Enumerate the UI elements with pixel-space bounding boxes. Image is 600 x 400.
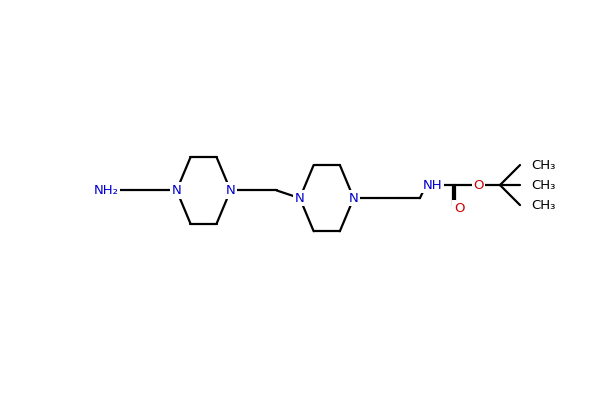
Text: N: N: [295, 192, 305, 205]
Text: N: N: [226, 184, 235, 197]
Text: N: N: [349, 192, 359, 205]
Text: CH₃: CH₃: [531, 178, 555, 192]
Text: CH₃: CH₃: [531, 158, 555, 172]
Text: NH: NH: [422, 178, 442, 192]
Text: O: O: [454, 202, 464, 215]
Text: CH₃: CH₃: [531, 198, 555, 212]
Text: O: O: [473, 178, 484, 192]
Text: NH₂: NH₂: [93, 184, 118, 197]
Text: N: N: [172, 184, 181, 197]
